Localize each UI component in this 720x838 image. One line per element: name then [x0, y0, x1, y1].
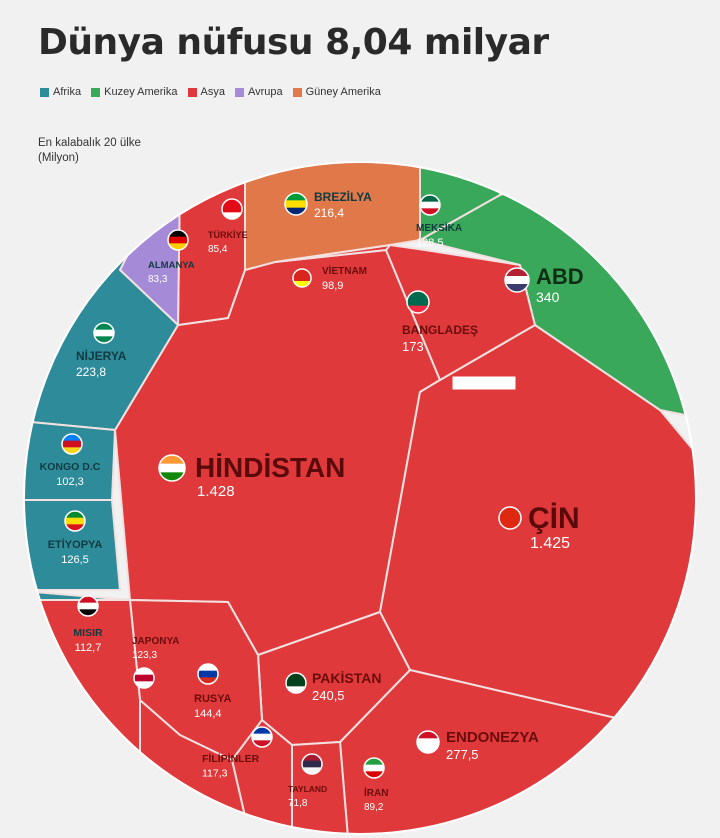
flag-icon-misir — [77, 595, 99, 617]
label-value-iran: 89,2 — [364, 802, 384, 813]
legend-label: Afrika — [53, 86, 82, 98]
flag-icon-hindistan — [158, 454, 186, 482]
label-value-brezilya: 216,4 — [314, 206, 344, 220]
decorative-bar — [451, 375, 517, 391]
label-name-iran: İRAN — [364, 786, 388, 799]
cell-etiyopya — [24, 499, 121, 591]
legend-label: Kuzey Amerika — [104, 86, 178, 98]
flag-icon-pakistan — [285, 672, 307, 694]
legend: Afrika Kuzey Amerika Asya Avrupa Güney A… — [40, 86, 381, 98]
label-name-pakistan: PAKİSTAN — [312, 670, 381, 686]
chart-subtitle: En kalabalık 20 ülke (Milyon) — [38, 136, 198, 166]
cell-misir — [24, 589, 131, 601]
label-value-pakistan: 240,5 — [312, 688, 345, 703]
label-name-etiyopya: ETİYOPYA — [48, 538, 103, 551]
label-name-brezilya: BREZİLYA — [314, 189, 372, 204]
flag-icon-endonezya — [416, 730, 440, 754]
label-value-rusya: 144,4 — [194, 708, 222, 720]
label-value-filipinler: 117,3 — [202, 768, 228, 780]
flag-icon-japonya — [133, 667, 155, 689]
flag-icon-tayland — [301, 753, 323, 775]
flag-icon-etiyopya — [64, 510, 86, 532]
flag-icon-kongo-d-c — [61, 433, 83, 455]
label-name-abd: ABD — [536, 264, 584, 289]
flag-icon-almanya — [167, 229, 189, 251]
label-value-endonezya: 277,5 — [446, 747, 479, 762]
label-name-rusya: RUSYA — [194, 693, 232, 705]
legend-item-guney-amerika: Güney Amerika — [292, 86, 381, 98]
flag-icon-abd — [504, 267, 530, 293]
label-name-almanya: ALMANYA — [148, 260, 195, 271]
label-name-tayland: TAYLAND — [288, 784, 327, 794]
legend-swatch — [40, 87, 49, 97]
label-name-hindistan: HİNDİSTAN — [195, 452, 345, 483]
label-value-japonya: 123,3 — [132, 650, 157, 661]
label-name-vietnam: VİETNAM — [322, 264, 367, 277]
legend-swatch — [187, 87, 197, 97]
legend-label: Avrupa — [247, 86, 283, 98]
flag-icon-iran — [363, 757, 385, 779]
label-value-abd: 340 — [536, 289, 560, 305]
subtitle-line-1: En kalabalık 20 ülke — [38, 137, 141, 149]
label-value-meksika: 128,5 — [416, 237, 444, 249]
subtitle-line-2: (Milyon) — [38, 152, 79, 164]
label-value-turkiye: 85,4 — [208, 244, 228, 255]
legend-item-avrupa: Avrupa — [234, 86, 283, 98]
flag-icon-filipinler — [251, 726, 273, 748]
label-value-etiyopya: 126,5 — [61, 554, 89, 566]
flag-icon-brezilya — [284, 192, 308, 216]
label-value-misir: 112,7 — [75, 642, 102, 654]
label-name-meksika: MEKSİKA — [416, 221, 462, 234]
flag-icon-cin — [498, 506, 522, 530]
chart-title: Dünya nüfusu 8,04 milyar — [38, 22, 549, 63]
flag-icon-turkiye — [221, 198, 243, 220]
label-name-cin: ÇİN — [528, 502, 580, 535]
legend-item-afrika: Afrika — [40, 86, 81, 98]
chart-outline — [23, 161, 697, 835]
label-name-filipinler: FİLİPİNLER — [202, 752, 260, 765]
legend-item-asya: Asya — [187, 86, 225, 98]
legend-label: Güney Amerika — [305, 86, 381, 98]
label-value-nijerya: 223,8 — [76, 365, 106, 379]
legend-swatch — [91, 87, 101, 97]
flag-icon-banglades — [406, 290, 430, 314]
label-value-banglades: 173 — [402, 339, 424, 354]
label-name-turkiye: TÜRKİYE — [208, 230, 248, 240]
cell-rusya — [129, 599, 263, 761]
label-value-tayland: 71,8 — [288, 798, 308, 809]
label-value-kongo-d-c: 102,3 — [56, 476, 84, 488]
legend-item-kuzey-amerika: Kuzey Amerika — [91, 86, 178, 98]
legend-swatch — [234, 87, 244, 97]
legend-label: Asya — [200, 86, 225, 98]
flag-icon-vietnam — [292, 268, 312, 288]
label-name-japonya: JAPONYA — [132, 636, 179, 647]
label-value-hindistan: 1.428 — [197, 483, 235, 500]
label-value-vietnam: 98,9 — [322, 280, 343, 292]
label-name-misir: MISIR — [73, 627, 103, 639]
label-value-almanya: 83,3 — [148, 274, 168, 285]
label-name-kongo-d-c: KONGO D.C — [40, 461, 101, 473]
flag-icon-rusya — [197, 663, 219, 685]
label-name-endonezya: ENDONEZYA — [446, 729, 539, 746]
label-name-banglades: BANGLADEŞ — [402, 323, 478, 337]
flag-icon-meksika — [419, 194, 441, 216]
label-name-nijerya: NİJERYA — [76, 348, 127, 363]
flag-icon-nijerya — [93, 322, 115, 344]
label-value-cin: 1.425 — [530, 535, 570, 552]
legend-swatch — [292, 87, 302, 97]
